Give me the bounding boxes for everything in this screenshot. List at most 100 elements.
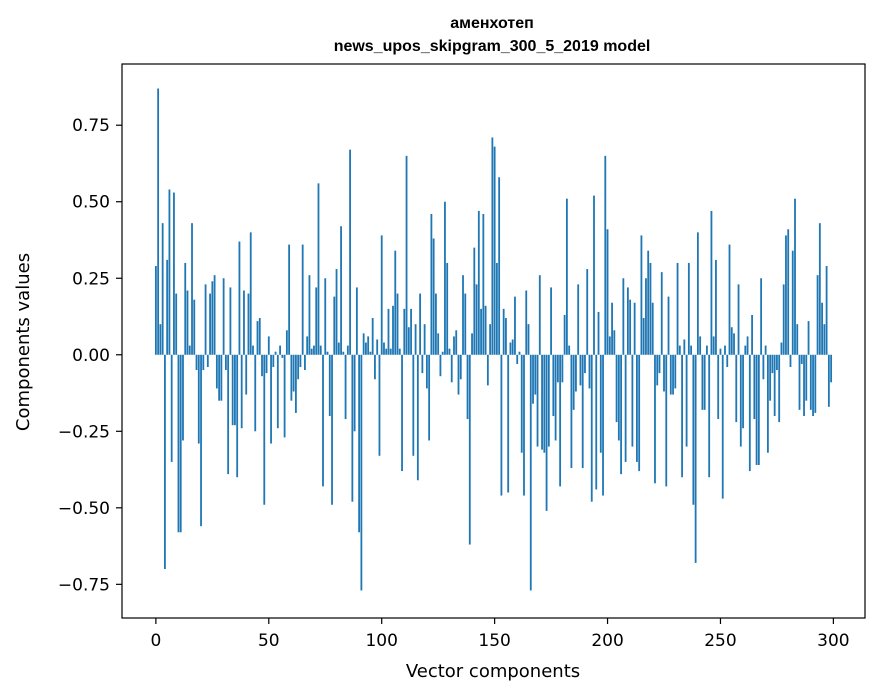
bar (468, 354, 471, 545)
bar (703, 354, 706, 410)
bar (292, 354, 295, 392)
bar (477, 210, 480, 355)
bar (493, 146, 496, 355)
bar (696, 232, 699, 355)
bar (258, 318, 261, 355)
bar (660, 272, 663, 355)
bar (405, 155, 408, 355)
bar (346, 345, 349, 355)
bar (529, 354, 532, 591)
bar (728, 244, 731, 355)
bar (234, 354, 236, 426)
bar (685, 354, 688, 447)
bar (737, 284, 740, 355)
bar (276, 354, 279, 429)
bar (807, 321, 810, 355)
bar (823, 324, 826, 355)
bar (328, 354, 331, 416)
bar (764, 345, 767, 355)
bars-group (154, 88, 833, 591)
plot-frame (121, 63, 866, 619)
bar (475, 284, 478, 355)
bar (525, 290, 528, 355)
bar (620, 354, 622, 475)
bar (622, 278, 625, 355)
bar (647, 250, 650, 355)
bar (423, 324, 426, 355)
bar (308, 275, 311, 355)
bar (227, 354, 230, 475)
bar (651, 302, 654, 355)
bar (376, 339, 379, 355)
bar (195, 354, 198, 371)
bar (326, 351, 329, 355)
bar (676, 262, 679, 355)
bar (349, 149, 351, 355)
bar (430, 213, 433, 355)
bar (602, 354, 604, 496)
bar (516, 354, 519, 364)
bar (355, 287, 358, 355)
bar (681, 354, 683, 478)
bar (615, 354, 618, 423)
bar (254, 354, 257, 432)
bar (694, 354, 697, 563)
bar (520, 354, 523, 453)
bar (177, 354, 180, 533)
bar (726, 354, 729, 368)
bar (505, 318, 507, 355)
bar (771, 354, 774, 374)
bar (425, 354, 428, 389)
bar (331, 354, 333, 505)
bar (179, 354, 182, 533)
bar (274, 351, 277, 355)
bar (414, 324, 417, 355)
bar (563, 314, 566, 355)
bar (247, 293, 250, 355)
bar (371, 318, 374, 355)
bar (543, 354, 546, 453)
bar (552, 354, 555, 416)
bar (645, 278, 647, 355)
bar (186, 290, 189, 355)
bar (184, 262, 187, 355)
bar (638, 354, 641, 472)
bar (294, 354, 297, 413)
bar (554, 354, 557, 441)
bar (633, 302, 636, 355)
bar (717, 354, 720, 420)
bar (547, 354, 550, 447)
bar (550, 287, 552, 355)
bar (816, 275, 819, 355)
bar (213, 275, 216, 355)
bar (211, 281, 214, 355)
bar (340, 226, 342, 355)
bar (252, 345, 254, 355)
bar (780, 342, 783, 355)
bar (538, 275, 541, 355)
bar (419, 293, 422, 355)
bar (482, 213, 485, 355)
bar (421, 354, 424, 374)
bar (665, 354, 668, 487)
bar (724, 345, 726, 355)
y-tick-label: 0.50 (72, 193, 110, 213)
bar (236, 354, 239, 478)
bar (606, 229, 609, 355)
bar (168, 189, 171, 355)
bar (240, 354, 243, 429)
bar (401, 354, 403, 472)
bar (760, 278, 763, 355)
bar (800, 354, 803, 364)
bar (159, 324, 162, 355)
bar (532, 354, 534, 404)
bar (290, 354, 293, 401)
bar (380, 235, 383, 355)
bar (261, 354, 263, 377)
bar (579, 354, 582, 386)
bar (410, 308, 412, 355)
y-axis-ticks: −0.75 −0.50 −0.25 0.00 0.25 0.50 0.75 (58, 116, 122, 595)
bar (575, 354, 577, 392)
bar (498, 177, 501, 355)
bar (541, 354, 543, 450)
